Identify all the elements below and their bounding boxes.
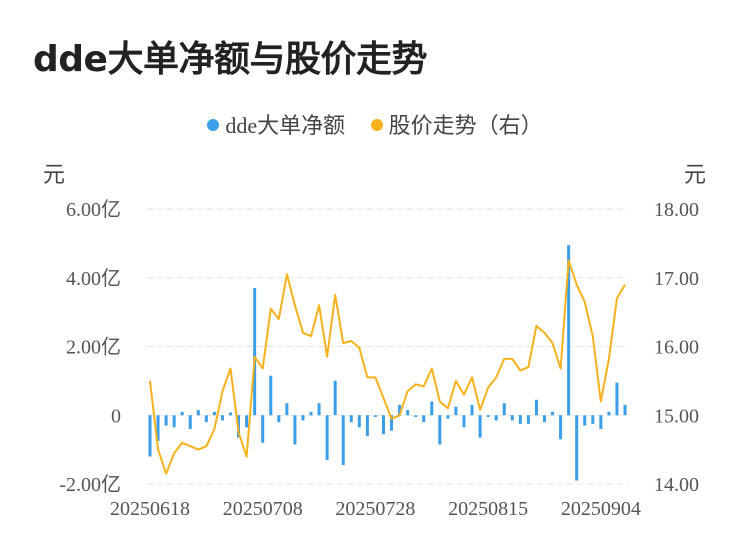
x-tick-label: 20250904 xyxy=(561,498,641,520)
legend-label-price: 股价走势（右） xyxy=(388,113,543,138)
x-tick-label: 20250815 xyxy=(448,498,528,520)
dde-bar xyxy=(317,403,321,416)
y-right-tick-label: 17.00 xyxy=(654,268,699,290)
chart-legend: dde大单净额 股价走势（右） xyxy=(0,108,750,140)
right-axis-unit: 元 xyxy=(684,162,707,187)
dde-bar xyxy=(148,415,152,457)
dde-bar xyxy=(156,415,160,442)
dde-bar xyxy=(172,415,176,428)
dde-bar xyxy=(325,415,329,460)
dde-bar xyxy=(510,415,514,421)
left-axis-unit: 元 xyxy=(43,162,66,187)
dde-bar xyxy=(446,415,450,419)
dde-bar xyxy=(542,415,546,423)
dde-bar xyxy=(615,382,619,416)
dde-bar xyxy=(559,415,563,440)
legend-dot-dde xyxy=(207,119,220,131)
y-right-tick-label: 16.00 xyxy=(654,337,699,359)
dde-bar xyxy=(261,415,265,443)
legend-item-price[interactable]: 股价走势（右） xyxy=(370,108,543,140)
dde-bar xyxy=(309,411,313,416)
dde-bar xyxy=(301,415,305,421)
x-tick-label: 20250618 xyxy=(110,498,190,520)
dde-bar xyxy=(583,415,587,426)
dde-bar xyxy=(196,410,200,416)
dde-bar xyxy=(293,415,297,445)
dde-bar xyxy=(414,415,418,417)
dde-bar xyxy=(502,403,506,416)
y-left-tick-label: 6.00亿 xyxy=(66,198,121,221)
dde-bar xyxy=(212,411,216,416)
dde-bar xyxy=(462,415,466,428)
y-right-tick-label: 15.00 xyxy=(654,405,699,427)
dde-bar xyxy=(398,404,402,416)
dde-bar xyxy=(599,415,603,429)
dde-bar xyxy=(341,415,345,466)
y-left-tick-label: 2.00亿 xyxy=(66,336,121,359)
dde-bar xyxy=(164,415,168,426)
dde-bar xyxy=(438,415,442,445)
dde-bar xyxy=(430,401,434,416)
y-left-tick-label: 0 xyxy=(111,405,121,427)
dde-bar xyxy=(494,415,498,421)
dde-bar xyxy=(567,245,571,416)
dde-bar xyxy=(478,415,482,438)
dde-bar xyxy=(526,415,530,424)
dde-bar xyxy=(470,404,474,416)
dde-bar xyxy=(607,411,611,416)
dde-bar xyxy=(534,399,538,416)
legend-label-dde: dde大单净额 xyxy=(225,113,346,138)
dde-bar xyxy=(333,380,337,416)
dde-bar xyxy=(188,415,192,429)
dde-bar xyxy=(406,410,410,416)
y-left-tick-label: 4.00亿 xyxy=(66,267,121,290)
dde-bar xyxy=(422,415,426,423)
dde-bar xyxy=(623,404,627,416)
dde-bar xyxy=(454,406,458,416)
y-right-tick-label: 18.00 xyxy=(654,199,699,221)
dde-bar xyxy=(253,288,257,416)
dde-bar xyxy=(245,415,249,428)
dde-bar xyxy=(575,415,579,481)
dde-bar xyxy=(591,415,595,424)
dde-bar xyxy=(285,403,289,416)
dde-bar xyxy=(357,415,361,428)
dde-bar xyxy=(365,415,369,436)
dde-bar xyxy=(180,411,184,416)
dde-bar xyxy=(229,412,233,416)
y-right-tick-label: 14.00 xyxy=(654,474,699,496)
legend-dot-price xyxy=(370,119,383,131)
dde-bar xyxy=(381,415,385,435)
dde-bar xyxy=(204,415,208,423)
dde-bar xyxy=(373,415,377,417)
legend-item-dde[interactable]: dde大单净额 xyxy=(207,108,345,140)
x-tick-label: 20250708 xyxy=(223,498,303,520)
dde-bar xyxy=(277,415,281,423)
dde-bar xyxy=(551,411,555,416)
y-left-tick-label: -2.00亿 xyxy=(59,473,121,496)
x-tick-label: 20250728 xyxy=(335,498,415,520)
dde-bar xyxy=(220,415,224,421)
dde-bar xyxy=(390,415,394,431)
dde-bar xyxy=(486,415,490,417)
dde-bar xyxy=(518,415,522,424)
dde-bar xyxy=(269,375,273,416)
dde-bar xyxy=(349,415,353,423)
price-line xyxy=(149,259,626,475)
page-title: dde大单净额与股价走势 xyxy=(33,39,427,80)
